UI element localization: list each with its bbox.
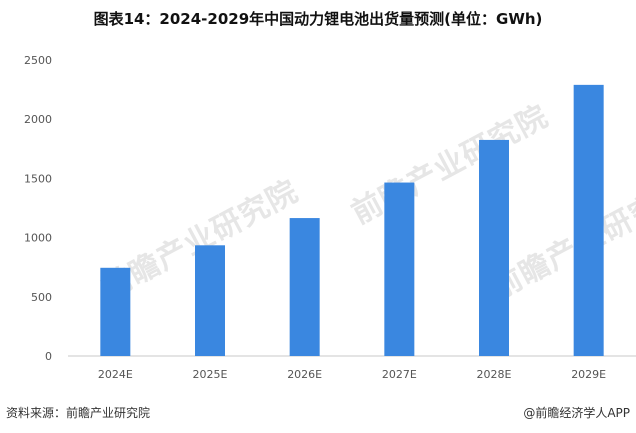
x-tick-label: 2029E — [571, 368, 606, 381]
x-tick-label: 2026E — [287, 368, 322, 381]
x-tick-label: 2027E — [382, 368, 417, 381]
y-tick-label: 1500 — [24, 172, 52, 185]
bar — [573, 84, 604, 356]
bar — [100, 267, 131, 356]
chart-title: 图表14：2024-2029年中国动力锂电池出货量预测(单位：GWh) — [93, 10, 543, 28]
x-tick-label: 2024E — [98, 368, 133, 381]
y-tick-label: 1000 — [24, 232, 52, 245]
y-tick-label: 2500 — [24, 54, 52, 67]
y-tick-label: 2000 — [24, 113, 52, 126]
x-tick-label: 2028E — [477, 368, 512, 381]
x-tick-label: 2025E — [193, 368, 228, 381]
bar — [289, 218, 320, 356]
bar — [195, 245, 225, 356]
y-tick-label: 0 — [45, 350, 52, 363]
source-note: 资料来源：前瞻产业研究院 — [6, 406, 151, 420]
y-tick-label: 500 — [31, 291, 52, 304]
bar — [479, 139, 509, 356]
bar — [384, 182, 415, 356]
credit-note: @前瞻经济学人APP — [523, 406, 630, 420]
